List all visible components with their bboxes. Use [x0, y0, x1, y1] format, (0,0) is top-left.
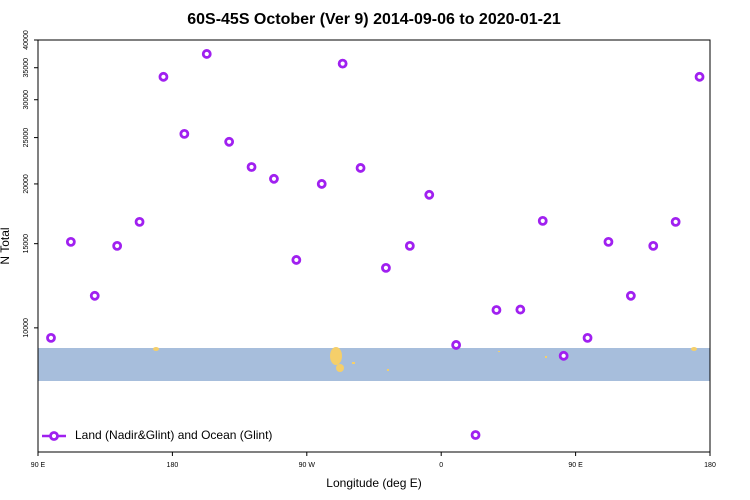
point	[670, 216, 681, 227]
x-axis-label: Longitude (deg E)	[326, 476, 421, 490]
y-tick-label: 10000	[23, 318, 30, 338]
point	[291, 255, 302, 265]
legend-label: Land (Nadir&Glint) and Ocean (Glint)	[75, 428, 272, 442]
point	[625, 290, 636, 301]
point	[179, 128, 190, 139]
point	[515, 304, 526, 315]
point	[355, 163, 366, 173]
chart-title: 60S-45S October (Ver 9) 2014-09-06 to 20…	[187, 11, 561, 28]
point	[424, 189, 435, 200]
point	[451, 340, 462, 350]
point	[89, 290, 100, 301]
point	[404, 240, 415, 251]
point	[246, 162, 257, 172]
point	[491, 305, 502, 315]
point	[316, 179, 327, 189]
point	[65, 236, 76, 247]
point	[558, 350, 569, 361]
legend-marker	[49, 431, 59, 441]
plot-frame	[37, 39, 711, 453]
y-tick-label: 15000	[23, 234, 30, 254]
y-tick-label: 25000	[23, 128, 30, 148]
x-tick-label: 90 W	[299, 462, 316, 469]
point	[603, 236, 614, 247]
point	[269, 173, 279, 184]
land-ocean-strip	[38, 348, 710, 381]
point	[381, 262, 391, 273]
y-tick-label: 35000	[23, 58, 30, 78]
x-tick-label: 90 E	[31, 462, 46, 469]
point	[46, 332, 56, 343]
land-blobs	[153, 347, 697, 372]
point	[158, 71, 169, 82]
point	[201, 49, 212, 59]
point	[582, 332, 593, 343]
point	[112, 240, 123, 251]
x-tick-label: 180	[704, 462, 716, 469]
y-tick-label: 20000	[23, 174, 30, 194]
point	[694, 71, 705, 82]
point	[224, 136, 235, 147]
point	[337, 58, 348, 69]
point	[470, 430, 481, 440]
point	[537, 215, 548, 226]
point	[134, 216, 145, 227]
x-tick-label: 180	[167, 462, 179, 469]
point	[648, 240, 659, 251]
y-tick-label: 40000	[23, 30, 30, 50]
y-tick-label: 30000	[23, 90, 30, 110]
x-tick-label: 0	[439, 462, 443, 469]
x-tick-label: 90 E	[568, 462, 583, 469]
y-axis-label: N Total	[0, 227, 12, 264]
